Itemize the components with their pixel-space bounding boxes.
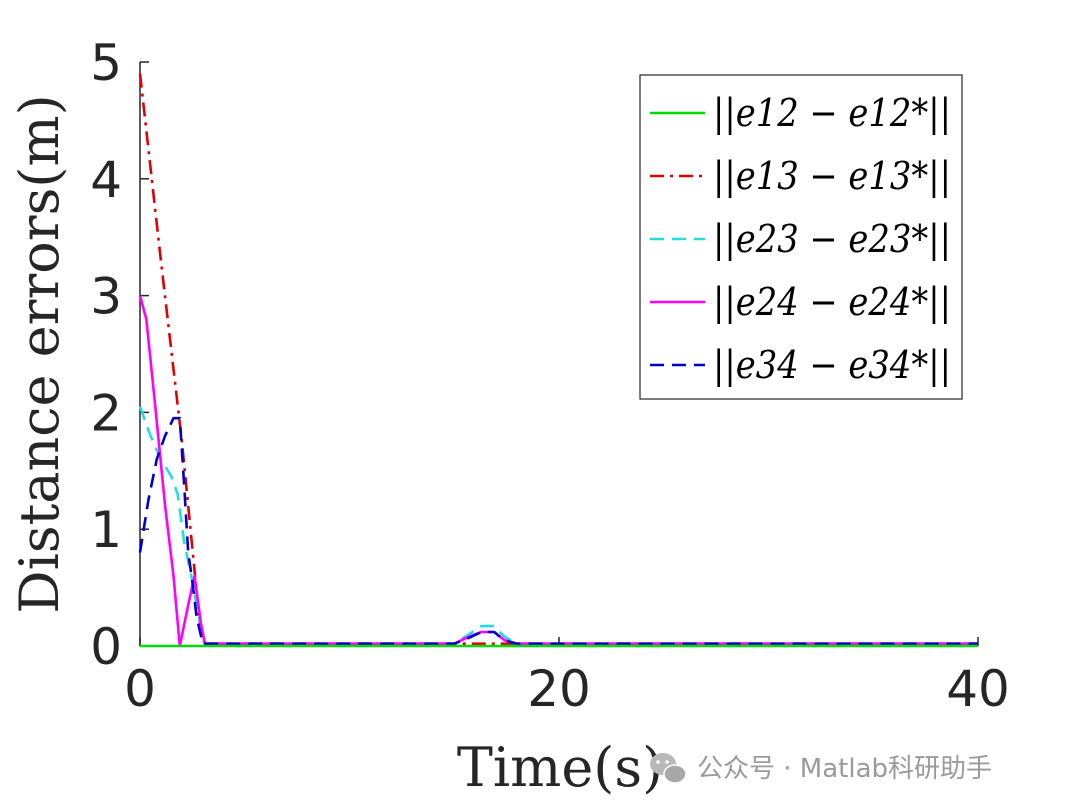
y-tick-label: 1 <box>90 501 122 559</box>
x-tick-label: 0 <box>124 660 156 718</box>
legend-label: ||e12 − e12*|| <box>713 91 951 135</box>
wechat-icon <box>650 753 687 784</box>
y-tick-label: 5 <box>90 34 122 92</box>
series-layer <box>138 73 978 648</box>
y-tick-labels: 0 1 2 3 4 5 <box>90 34 122 676</box>
x-axis-label: Time(s) <box>457 736 663 799</box>
y-tick-label: 3 <box>90 268 122 326</box>
legend-item: ||e12 − e12*|| <box>650 91 951 135</box>
y-tick-label: 4 <box>90 151 122 209</box>
legend-item: ||e23 − e23*|| <box>650 217 951 261</box>
x-tick-label: 40 <box>946 660 1010 718</box>
y-axis-label: Distance errors(m) <box>8 94 71 613</box>
legend: ||e12 − e12*|| ||e13 − e13*|| ||e23 − e23*… <box>639 74 963 400</box>
series-line-3 <box>138 406 978 646</box>
legend-item: ||e34 − e34*|| <box>650 343 951 387</box>
watermark-text: 公众号 · Matlab科研助手 <box>697 754 992 784</box>
legend-item: ||e13 − e13*|| <box>650 154 951 198</box>
watermark: 公众号 · Matlab科研助手 <box>650 753 992 784</box>
legend-label: ||e24 − e24*|| <box>713 280 951 324</box>
legend-box <box>639 74 963 400</box>
series-line-5 <box>138 416 978 646</box>
legend-item: ||e24 − e24*|| <box>650 280 951 324</box>
legend-label: ||e13 − e13*|| <box>713 154 951 198</box>
legend-label: ||e34 − e34*|| <box>713 343 951 387</box>
series-line-2 <box>138 73 978 646</box>
legend-label: ||e23 − e23*|| <box>713 217 951 261</box>
x-tick-label: 20 <box>527 660 591 718</box>
y-tick-label: 0 <box>90 618 122 676</box>
x-tick-labels: 0 20 40 <box>124 660 1010 718</box>
y-tick-label: 2 <box>90 384 122 442</box>
